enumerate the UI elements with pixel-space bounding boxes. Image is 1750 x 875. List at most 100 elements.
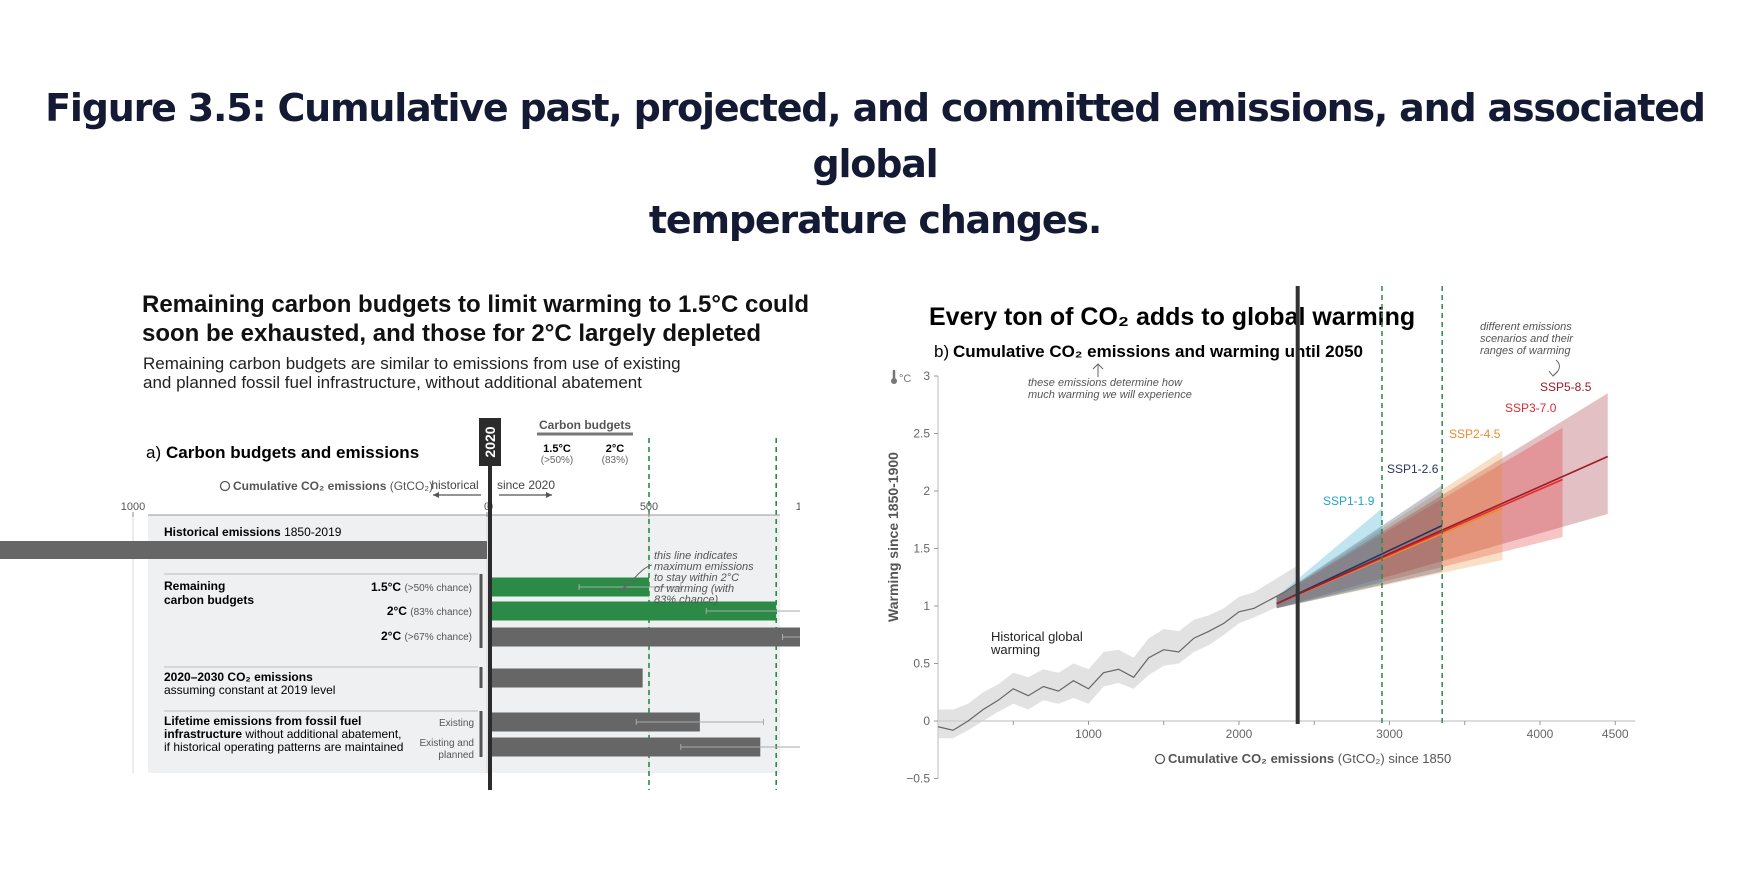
svg-text:to stay within 2°C: to stay within 2°C	[654, 572, 739, 584]
panel-a-subline1: Remaining carbon budgets are similar to …	[143, 354, 681, 373]
tick-label: 500	[640, 501, 658, 513]
bar	[490, 668, 643, 688]
panel-a-headline-line2: soon be exhausted, and those for 2°C lar…	[142, 320, 762, 347]
bar	[490, 737, 761, 757]
row-2-67-label: 2°C (>67% chance)	[381, 629, 472, 643]
bar	[490, 712, 700, 732]
year-2020-badge	[479, 418, 501, 466]
svg-text:different emissions: different emissions	[1480, 321, 1572, 333]
panel-a-subline2: and planned fossil fuel infrastructure, …	[143, 373, 642, 392]
panel-b-label-prefix: b)	[934, 342, 949, 361]
panel-a-label: Carbon budgets and emissions	[166, 443, 419, 462]
since2020-arrowhead	[546, 492, 552, 498]
carbon-budget-chart: a) Carbon budgets and emissions Carbon b…	[0, 418, 800, 790]
figure-title: Figure 3.5: Cumulative past, projected, …	[0, 80, 1750, 248]
row-lifetime-label-3: if historical operating patterns are mai…	[164, 740, 403, 754]
since2020-label: since 2020	[497, 478, 555, 492]
y-tick-label: −0.5	[906, 772, 930, 786]
max-emissions-annotation: this line indicates maximum emissions to…	[619, 550, 754, 606]
svg-text:of warming (with: of warming (with	[654, 583, 734, 595]
row-labels: Historical emissions 1850-2019 Remaining…	[164, 525, 483, 761]
y-tick-label: 0	[923, 714, 930, 728]
tick-label: 1000	[796, 501, 800, 513]
budget-15-sub: (>50%)	[541, 455, 574, 466]
panel-a-headline: Remaining carbon budgets to limit warmin…	[142, 290, 809, 348]
budget-15-label: 1.5°C	[543, 443, 571, 455]
y-tick-label: 2.5	[913, 427, 930, 441]
y-tick-label: 1	[923, 599, 930, 613]
tick-label: 1000	[121, 501, 145, 513]
scenario-band	[1276, 427, 1563, 609]
panel-a-headline-line1: Remaining carbon budgets to limit warmin…	[142, 291, 809, 318]
panel-a-label-prefix: a)	[146, 443, 161, 462]
row-lifetime-label-2: infrastructure without additional abatem…	[164, 727, 401, 741]
row-lifetime-label-1: Lifetime emissions from fossil fuel	[164, 714, 361, 728]
panel-a-axis-header: Cumulative CO₂ emissions (GtCO₂) histori…	[219, 478, 555, 498]
svg-text:much warming we will experienc: much warming we will experience	[1028, 389, 1192, 401]
bar	[490, 627, 800, 647]
scenario-label: SSP1-2.6	[1387, 462, 1439, 476]
x-axis-label: Cumulative CO₂ emissions (GtCO₂) since 1…	[1168, 751, 1451, 766]
scenario-band	[1276, 450, 1503, 609]
row-2030-label-2: assuming constant at 2019 level	[164, 683, 335, 697]
bar	[0, 541, 487, 559]
figure-title-line1: Figure 3.5: Cumulative past, projected, …	[45, 86, 1706, 186]
emissions-annotation: these emissions determine how much warmi…	[1028, 363, 1192, 401]
budget-2-label: 2°C	[606, 443, 625, 455]
historical-label: historical	[431, 478, 478, 492]
panel-b-label: Cumulative CO₂ emissions and warming unt…	[953, 342, 1363, 361]
y-axis-label: Warming since 1850-1900	[885, 452, 901, 622]
row-remaining-label-2: carbon budgets	[164, 593, 254, 607]
svg-text:scenarios and their: scenarios and their	[1480, 333, 1574, 345]
historical-warming-line	[937, 582, 1299, 731]
x-tick-label: 1000	[1075, 727, 1102, 741]
x-tick-label: 3000	[1376, 727, 1403, 741]
panel-b-headline: Every ton of CO₂ adds to global warming	[929, 303, 1415, 331]
scenario-band	[1276, 393, 1608, 609]
y-tick-label: 1.5	[913, 542, 930, 556]
x-tick-label: 4000	[1527, 727, 1554, 741]
historical-warming-label-2: warming	[990, 642, 1040, 657]
svg-text:this line indicates: this line indicates	[654, 550, 738, 562]
svg-text:83% chance): 83% chance)	[654, 594, 719, 606]
row-remaining-label-1: Remaining	[164, 579, 225, 593]
svg-text:maximum emissions: maximum emissions	[654, 561, 754, 573]
scenario-label: SSP1-1.9	[1323, 494, 1375, 508]
year-2020-label: 2020	[482, 426, 498, 457]
cloud-icon	[1154, 753, 1166, 765]
row-existing-planned-label-1: Existing and	[420, 738, 474, 749]
scenario-label: SSP3-7.0	[1505, 401, 1557, 415]
carbon-budgets-label: Carbon budgets	[539, 418, 631, 432]
figure-title-line2: temperature changes.	[648, 198, 1102, 242]
scenario-band	[1276, 508, 1382, 609]
scenarios-annotation: different emissions scenarios and their …	[1480, 321, 1574, 377]
tick-label: 0	[484, 501, 490, 513]
y-tick-label: 0.5	[913, 657, 930, 671]
svg-text:these emissions determine how: these emissions determine how	[1028, 377, 1183, 389]
y-tick-label: 2	[923, 484, 930, 498]
historical-warming-label-1: Historical global	[991, 629, 1083, 644]
axis-a-label: Cumulative CO₂ emissions (GtCO₂)	[233, 479, 433, 493]
y-tick-label: 3	[923, 369, 930, 383]
x-tick-label: 4500	[1602, 727, 1629, 741]
scenario-label: SSP5-8.5	[1540, 380, 1592, 394]
thermometer-icon	[891, 369, 897, 384]
row-existing-label: Existing	[439, 718, 474, 729]
warming-chart: Every ton of CO₂ adds to global warming …	[885, 286, 1636, 786]
row-historical-label: Historical emissions 1850-2019	[164, 525, 342, 539]
scenario-band	[1276, 485, 1443, 609]
row-existing-planned-label-2: planned	[438, 750, 474, 761]
row-2-83-label: 2°C (83% chance)	[387, 604, 472, 618]
cloud-icon	[219, 480, 231, 492]
budget-2-sub: (83%)	[602, 455, 629, 466]
bar	[490, 577, 649, 597]
scenario-label: SSP2-4.5	[1449, 427, 1501, 441]
historical-arrowhead	[433, 492, 439, 498]
panel-a-subheading: Remaining carbon budgets are similar to …	[143, 354, 681, 392]
row-2030-label-1: 2020–2030 CO₂ emissions	[164, 670, 313, 684]
bar	[490, 601, 777, 621]
svg-text:ranges of warming: ranges of warming	[1480, 345, 1571, 357]
row-15-label: 1.5°C (>50% chance)	[371, 580, 472, 594]
carbon-budgets-header: Carbon budgets 1.5°C (>50%) 2°C (83%)	[537, 418, 633, 466]
y-unit: °C	[899, 373, 911, 385]
